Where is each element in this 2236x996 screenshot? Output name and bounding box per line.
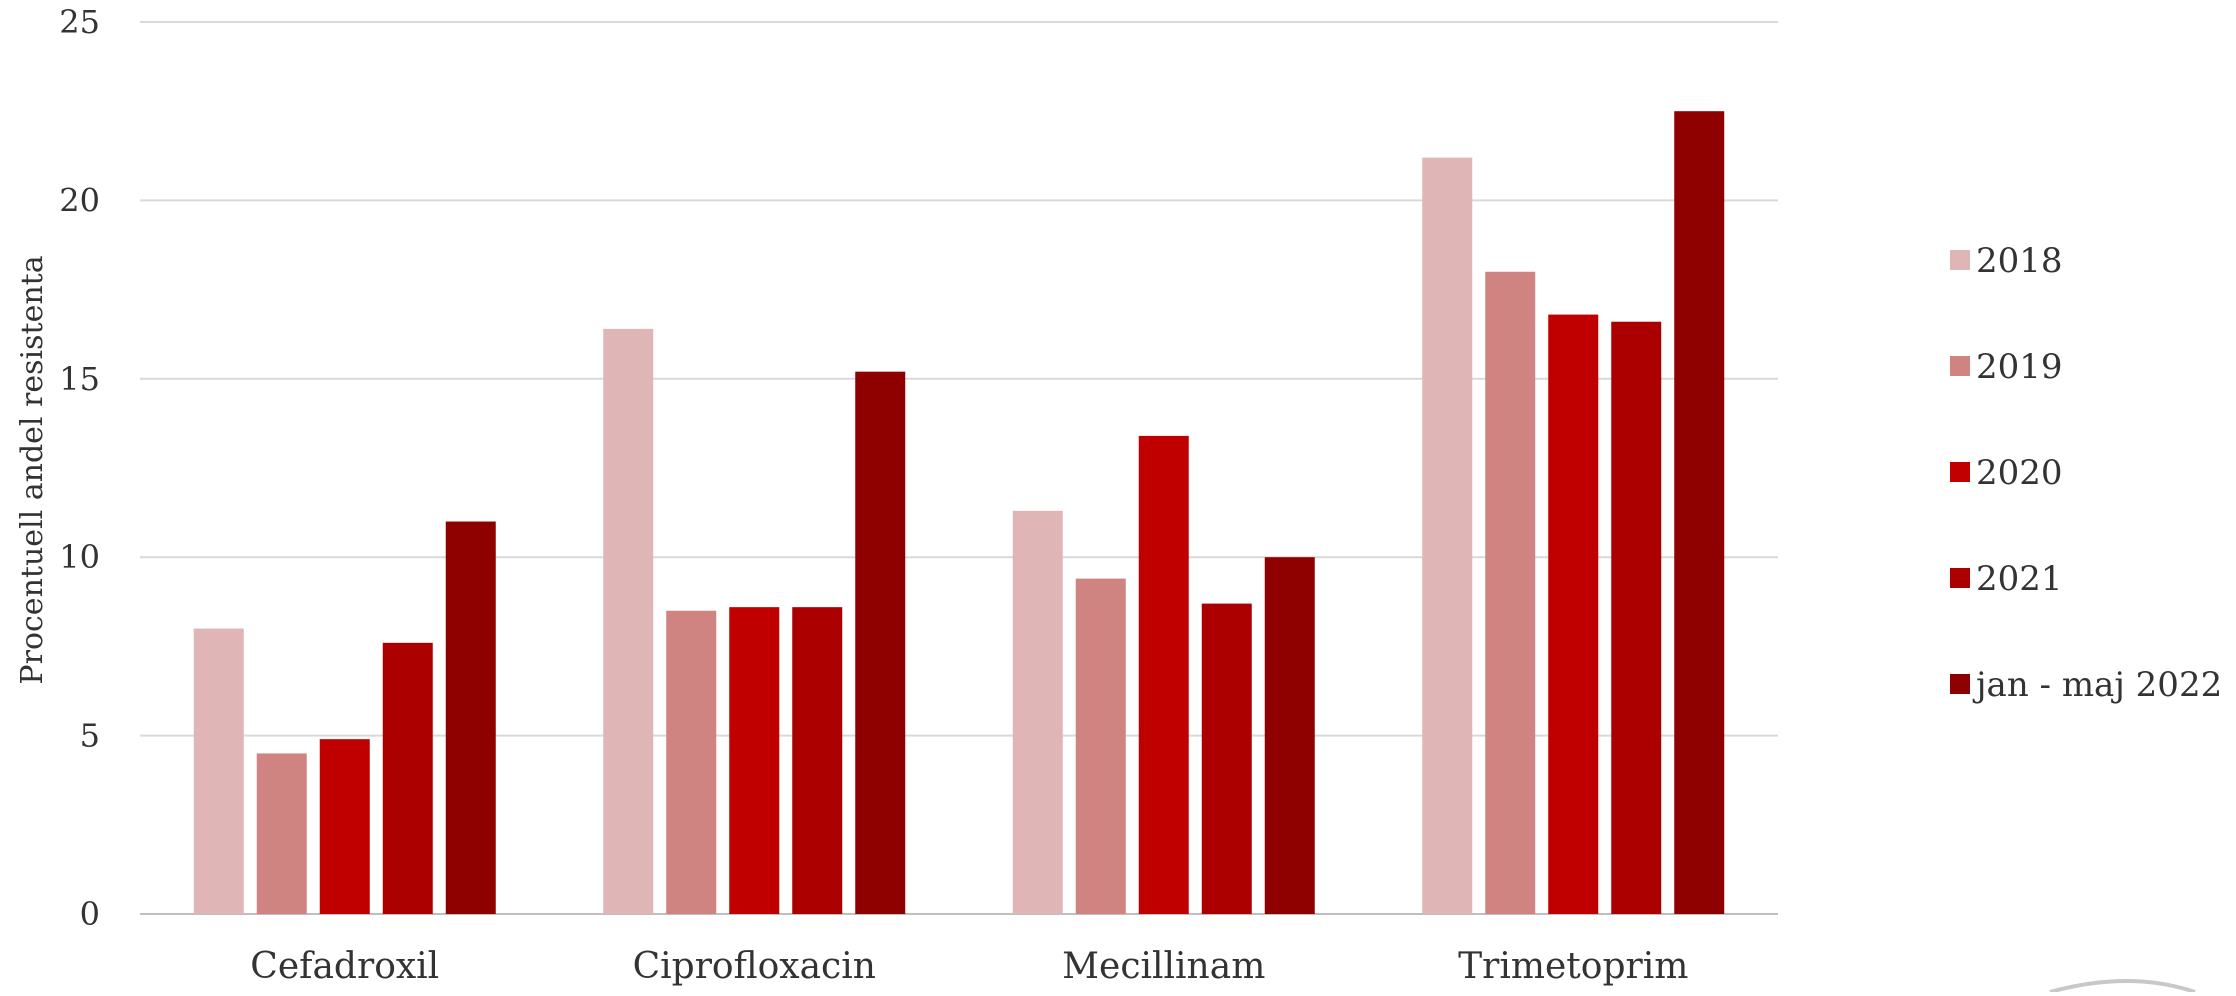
y-tick-label: 10	[59, 538, 100, 576]
x-category-label: Trimetoprim	[1458, 946, 1688, 987]
bar-ciprofloxacin-2021	[792, 607, 843, 914]
bar-trimetoprim-2020	[1548, 314, 1599, 914]
legend-label: 2019	[1976, 347, 2063, 387]
legend-swatch	[1950, 356, 1970, 376]
legend-label: 2020	[1976, 453, 2063, 493]
bar-trimetoprim-2021	[1611, 321, 1662, 914]
legend-label: 2018	[1976, 241, 2063, 281]
y-tick-label: 20	[59, 181, 100, 219]
logo-arc-icon	[2049, 979, 2196, 994]
x-category-label: Mecillinam	[1062, 946, 1265, 987]
legend-swatch	[1950, 250, 1970, 270]
bar-mecillinam-2018	[1012, 510, 1063, 914]
bar-cefadroxil-2018	[193, 628, 244, 914]
x-category-label: Cefadroxil	[250, 946, 439, 987]
y-tick-label: 0	[80, 895, 100, 933]
bar-ciprofloxacin-jan---maj-2022	[855, 371, 906, 914]
x-axis-categories: Cefadroxil Ciprofloxacin Mecillinam Trimeto…	[250, 946, 1688, 987]
y-tick-label: 25	[59, 3, 100, 41]
bar-ciprofloxacin-2019	[666, 610, 717, 914]
y-tick-label: 15	[59, 360, 100, 398]
bar-trimetoprim-2019	[1485, 271, 1536, 914]
y-axis-ticks: 0 5 10 15 20 25	[59, 3, 100, 933]
legend-item: 2021	[1950, 559, 2063, 599]
bar-ciprofloxacin-2018	[603, 328, 654, 914]
legend-label: jan - maj 2022	[1972, 665, 2222, 705]
x-category-label: Ciprofloxacin	[633, 946, 876, 987]
bar-cefadroxil-2021	[382, 642, 433, 914]
legend-item: 2019	[1950, 347, 2063, 387]
bar-mecillinam-2019	[1075, 578, 1126, 914]
bar-trimetoprim-jan---maj-2022	[1674, 111, 1725, 914]
bar-trimetoprim-2018	[1422, 157, 1473, 915]
legend-swatch	[1950, 568, 1970, 588]
bar-mecillinam-2020	[1138, 435, 1189, 914]
legend-item: 2020	[1950, 453, 2063, 493]
decorative-logo-arc	[2049, 979, 2196, 994]
legend: 2018 2019 2020 2021 jan - maj 2022	[1950, 241, 2222, 705]
legend-item: jan - maj 2022	[1950, 665, 2222, 705]
bar-ciprofloxacin-2020	[729, 607, 780, 914]
bar-cefadroxil-2020	[319, 739, 370, 914]
y-tick-label: 5	[80, 717, 100, 755]
y-axis-title: Procentuell andel resistenta	[15, 255, 50, 684]
legend-label: 2021	[1976, 559, 2063, 599]
bar-mecillinam-jan---maj-2022	[1264, 557, 1315, 914]
legend-swatch	[1950, 462, 1970, 482]
legend-swatch	[1950, 674, 1970, 694]
bar-cefadroxil-jan---maj-2022	[445, 521, 496, 914]
bars	[193, 111, 1725, 915]
bar-mecillinam-2021	[1201, 603, 1252, 914]
bar-cefadroxil-2019	[256, 753, 307, 914]
legend-item: 2018	[1950, 241, 2063, 281]
